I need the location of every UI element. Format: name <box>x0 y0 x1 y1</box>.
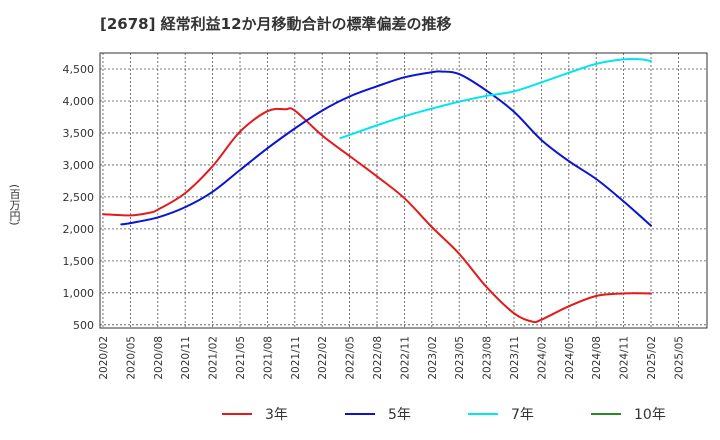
y-axis-label: (百万円) <box>8 184 21 226</box>
y-tick-label: 4,500 <box>63 63 95 76</box>
x-tick-label: 2022/11 <box>399 336 411 380</box>
y-tick-label: 2,000 <box>63 223 95 236</box>
x-tick-label: 2022/08 <box>372 336 384 380</box>
x-tick-label: 2021/08 <box>262 336 274 380</box>
x-tick-label: 2024/11 <box>619 336 631 380</box>
legend-label: 3年 <box>265 407 288 423</box>
y-tick-label: 500 <box>73 319 94 332</box>
y-tick-label: 1,500 <box>63 255 95 268</box>
series-line-1 <box>102 107 652 324</box>
x-tick-label: 2021/02 <box>208 336 220 380</box>
y-tick-label: 4,000 <box>63 95 95 108</box>
y-tick-label: 3,500 <box>63 127 95 140</box>
legend-label: 5年 <box>388 407 411 423</box>
x-tick-label: 2020/05 <box>125 336 137 380</box>
legend: 3年 5年 7年 10年 <box>222 407 666 423</box>
x-tick-label: 2024/08 <box>591 336 603 380</box>
chart-title: [2678] 経常利益12か月移動合計の標準偏差の推移 <box>100 15 452 33</box>
y-tick-label: 2,500 <box>63 191 95 204</box>
plot-area <box>99 52 708 329</box>
x-tick-label: 2021/11 <box>290 336 302 380</box>
x-tick-label: 2023/11 <box>509 336 521 380</box>
series-lines <box>102 57 652 324</box>
x-tick-label: 2020/11 <box>180 336 192 380</box>
y-tick-label: 1,000 <box>63 287 95 300</box>
series-line-2 <box>120 70 652 227</box>
x-tick-label: 2020/08 <box>153 336 165 380</box>
y-tick-labels: 500 1,000 1,500 2,000 2,500 3,000 3,500 4,000 4,… <box>63 63 95 332</box>
grid-lines <box>100 53 707 328</box>
x-tick-label: 2021/05 <box>235 336 247 380</box>
x-tick-label: 2023/05 <box>454 336 466 380</box>
x-tick-label: 2020/02 <box>98 336 110 380</box>
x-tick-label: 2025/05 <box>673 336 685 380</box>
x-tick-label: 2025/02 <box>646 336 658 380</box>
legend-label: 7年 <box>511 407 534 423</box>
x-tick-label: 2022/05 <box>345 336 357 380</box>
x-tick-label: 2024/05 <box>564 336 576 380</box>
series-line-3 <box>339 57 652 140</box>
legend-label: 10年 <box>634 407 666 423</box>
x-tick-label: 2023/02 <box>427 336 439 380</box>
x-tick-label: 2023/08 <box>482 336 494 380</box>
x-tick-labels: 2020/02 2020/05 2020/08 2020/11 2021/02 2021/… <box>98 336 685 380</box>
x-tick-label: 2022/02 <box>317 336 329 380</box>
y-tick-label: 3,000 <box>63 159 95 172</box>
x-tick-label: 2024/02 <box>536 336 548 380</box>
